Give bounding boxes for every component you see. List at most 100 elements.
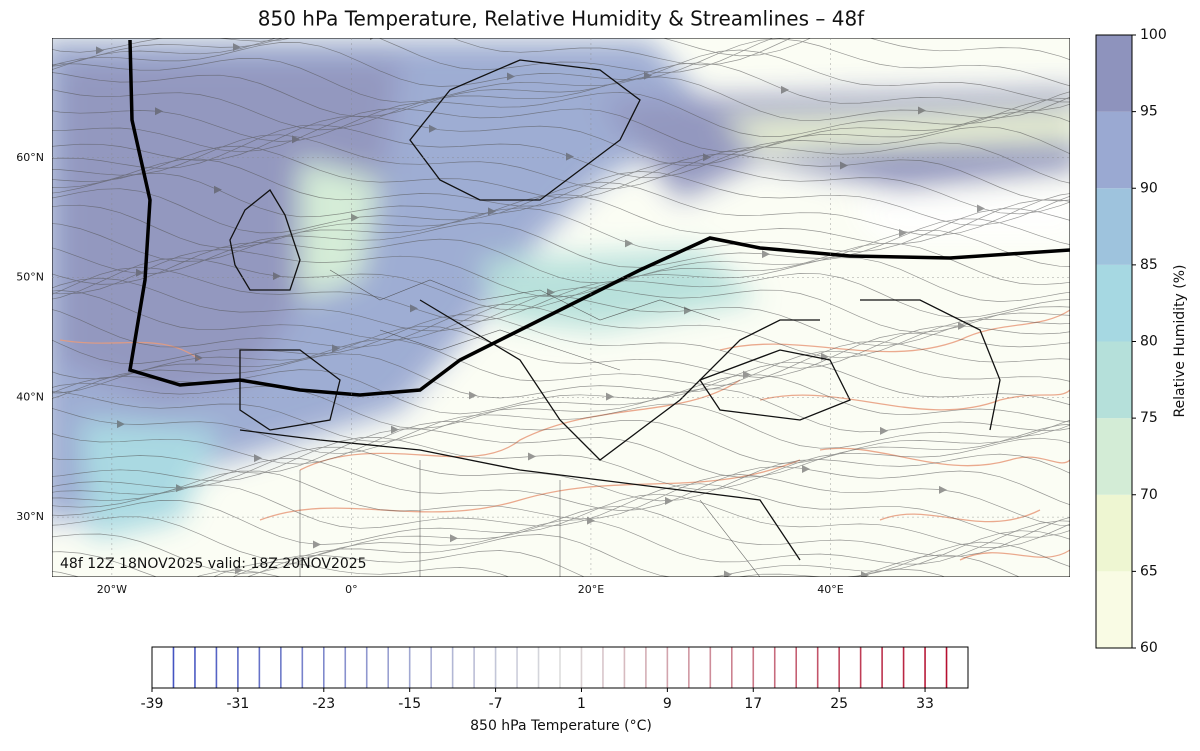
annotation: 48f 12Z 18NOV2025 valid: 18Z 20NOV2025 (60, 556, 367, 572)
stream-arrow (96, 46, 104, 55)
stream-arrow (450, 534, 458, 543)
stream-arrow (606, 392, 614, 401)
rh-tick-label: 80 (1140, 334, 1158, 350)
zero-isotherm (128, 39, 1070, 397)
temp-colorbar-label: 850 hPa Temperature (°C) (470, 718, 652, 734)
stream-arrow (195, 353, 203, 362)
stream-arrow (98, 601, 106, 609)
streamline (52, 446, 1070, 502)
rh-color-bin (1096, 571, 1132, 648)
streamline (52, 124, 1070, 178)
temp-tick-label: 33 (916, 696, 934, 712)
stream-arrow (743, 370, 751, 379)
temp-tick-label: 17 (744, 696, 762, 712)
rh-color-bin (1096, 188, 1132, 265)
stream-arrow (351, 213, 359, 222)
rh-color-bin (1096, 35, 1132, 112)
stream-arrow (625, 239, 633, 248)
stream-arrow (880, 426, 888, 435)
stream-arrow (332, 344, 340, 353)
stream-arrow (977, 204, 985, 213)
stream-arrow (214, 185, 222, 194)
streamline (52, 49, 1070, 103)
streamline (52, 171, 1070, 226)
rh-tick-label: 65 (1140, 563, 1158, 579)
streamline (52, 423, 1070, 478)
rh-color-bin (1096, 494, 1132, 572)
stream-arrow (958, 321, 966, 330)
stream-arrow (410, 304, 418, 313)
borders (299, 269, 761, 577)
streamline (52, 266, 1070, 322)
streamline (52, 158, 1070, 215)
streamline (52, 350, 1070, 399)
stream-arrow (254, 454, 262, 463)
rh-tick-label: 75 (1140, 410, 1158, 426)
temp-tick-label: -15 (398, 696, 421, 712)
temp-tick-label: -39 (141, 696, 164, 712)
streamline (52, 193, 1070, 249)
y-tick-label: 40°N (16, 390, 44, 403)
x-tick-label: 20°W (97, 583, 127, 596)
stream-arrow (429, 124, 437, 133)
temp-tick-label: 25 (830, 696, 848, 712)
streamline (52, 257, 1070, 311)
streamline (52, 277, 1070, 333)
streamline (52, 91, 1070, 142)
streamline (52, 338, 1070, 394)
streamline (52, 145, 1070, 202)
stream-arrow (233, 43, 241, 52)
stream-arrow (899, 228, 907, 237)
streamline (52, 374, 1070, 429)
stream-arrow (939, 485, 947, 494)
stream-arrow (117, 420, 125, 429)
map-area (52, 38, 1070, 609)
streamline (52, 419, 1070, 465)
title: 850 hPa Temperature, Relative Humidity &… (258, 7, 865, 31)
streamline (52, 218, 1070, 275)
x-tick-label: 40°E (817, 583, 843, 596)
streamline (52, 62, 1070, 118)
stream-arrow (587, 516, 595, 525)
temp-tick-label: -7 (489, 696, 503, 712)
streamline (52, 325, 1070, 380)
y-tick-label: 60°N (16, 151, 44, 164)
streamline (195, 568, 946, 577)
streamline (52, 388, 1070, 443)
streamline (52, 304, 1070, 359)
streamline (52, 111, 1070, 166)
temp-colorbar-frame (151, 646, 969, 689)
stream-arrow (235, 566, 243, 575)
stream-arrow (566, 152, 574, 161)
streamline (52, 38, 1070, 74)
streamline (52, 242, 1070, 298)
rh-tick-label: 60 (1140, 640, 1158, 656)
rh-tick-label: 95 (1140, 104, 1158, 120)
stream-arrow (370, 38, 375, 41)
stream-arrow (840, 161, 848, 170)
x-tick-label: 20°E (578, 583, 604, 596)
rh-colorbar-label: Relative Humidity (%) (1172, 264, 1188, 417)
temp-tick-label: 9 (663, 696, 672, 712)
streamline (212, 554, 1021, 577)
coastlines (229, 59, 1001, 561)
stream-arrow (292, 135, 300, 144)
stream-arrow (724, 570, 732, 577)
stream-arrow (391, 425, 399, 434)
streamline (52, 290, 1070, 347)
stream-arrow (469, 391, 477, 400)
streamline (52, 76, 1070, 131)
streamline (52, 207, 1070, 262)
streamline (52, 38, 792, 67)
temp-tick-label: 1 (577, 696, 586, 712)
stream-arrow (507, 72, 515, 81)
stream-arrow (762, 250, 770, 259)
x-tick-label: 0° (345, 583, 358, 596)
rh-color-bin (1096, 341, 1132, 419)
streamline (52, 437, 1070, 491)
temp-tick-label: -31 (226, 696, 249, 712)
stream-arrow (802, 465, 810, 474)
stream-arrow (273, 272, 281, 281)
